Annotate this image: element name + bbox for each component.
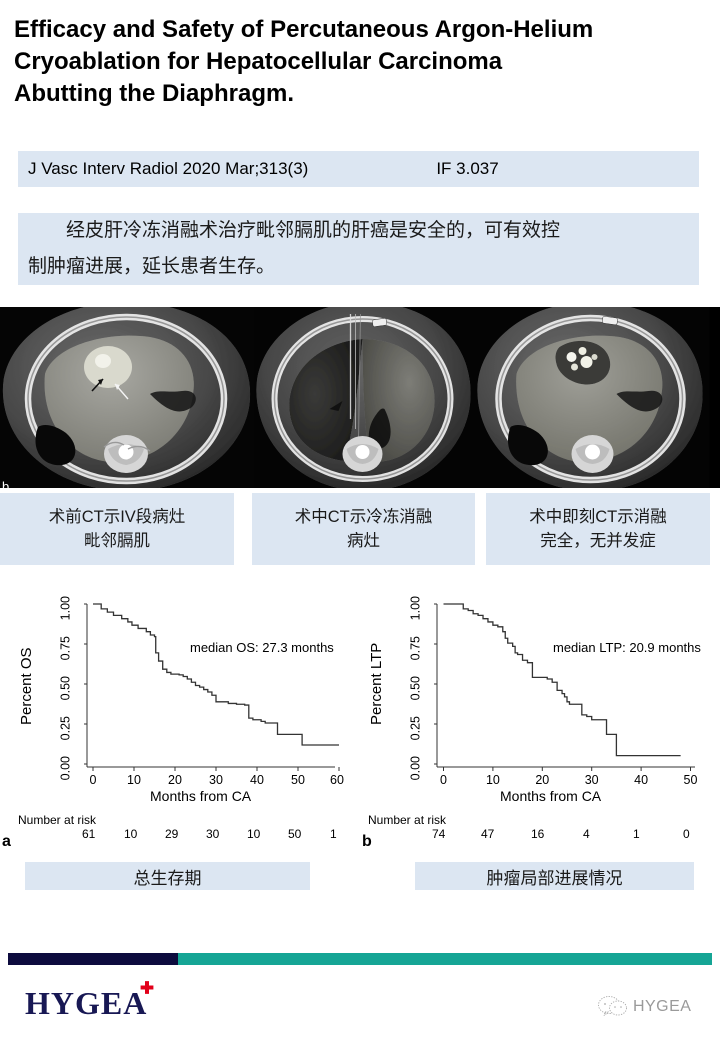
svg-text:b: b: [2, 479, 9, 488]
